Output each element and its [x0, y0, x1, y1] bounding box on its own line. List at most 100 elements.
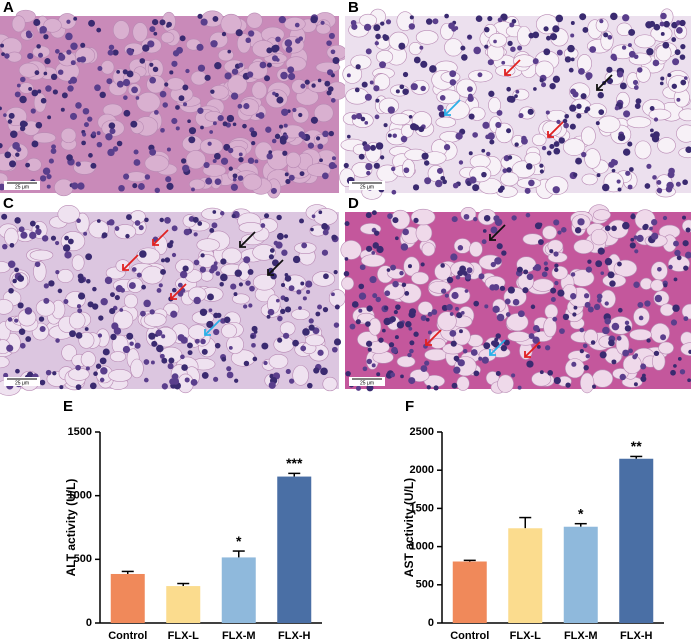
nucleus [573, 305, 578, 310]
nucleus [317, 304, 323, 310]
nucleus [208, 308, 213, 313]
nucleus [596, 173, 601, 178]
cell [573, 239, 594, 255]
nucleus [214, 61, 222, 70]
cell [545, 176, 569, 196]
nucleus [640, 376, 647, 383]
cell [444, 38, 463, 57]
nucleus [570, 21, 575, 25]
cell [136, 92, 161, 113]
nucleus [510, 46, 516, 52]
nucleus [552, 316, 558, 322]
nucleus [432, 18, 439, 25]
bar [452, 561, 487, 623]
nucleus [87, 301, 94, 308]
nucleus [285, 46, 293, 53]
nucleus [192, 216, 199, 223]
nucleus [187, 119, 191, 124]
cell [652, 352, 666, 371]
cell [543, 317, 557, 338]
nucleus [187, 342, 193, 349]
nucleus [374, 230, 380, 236]
arrow-head [170, 293, 177, 300]
nucleus [383, 123, 388, 128]
cell [513, 54, 536, 68]
nucleus [402, 71, 409, 78]
cell [434, 262, 452, 281]
nucleus [164, 82, 169, 87]
arrow-head [524, 351, 531, 358]
nucleus [611, 359, 617, 365]
nucleus [392, 217, 399, 224]
cell [123, 293, 138, 309]
cell [428, 280, 452, 294]
arrow-head [547, 131, 554, 138]
nucleus [64, 251, 72, 259]
nucleus [380, 155, 385, 160]
nucleus [280, 282, 286, 288]
nucleus [673, 240, 679, 247]
nucleus [383, 305, 389, 311]
nucleus [27, 53, 34, 60]
nucleus [9, 160, 17, 168]
cell [78, 331, 95, 349]
nucleus [592, 384, 596, 389]
cell [551, 265, 569, 280]
nucleus [554, 263, 559, 268]
nucleus [29, 231, 37, 240]
nucleus [75, 102, 82, 109]
nucleus [472, 184, 480, 192]
cell [188, 324, 208, 340]
nucleus [15, 368, 20, 374]
cell [322, 376, 338, 392]
cell [488, 97, 501, 114]
nucleus [238, 282, 243, 287]
nucleus [562, 118, 568, 124]
cell [294, 242, 317, 254]
cell [273, 336, 295, 353]
nucleus [384, 290, 391, 297]
cell [226, 335, 244, 354]
nucleus [449, 329, 457, 337]
nucleus [683, 316, 689, 322]
nucleus [619, 373, 626, 381]
arrow [504, 59, 521, 76]
nucleus [509, 22, 515, 28]
cell [634, 34, 656, 49]
nucleus [220, 258, 227, 265]
nucleus [518, 113, 524, 119]
nucleus [400, 374, 404, 379]
nucleus [524, 187, 531, 194]
nucleus [196, 43, 204, 51]
nucleus [672, 304, 680, 312]
nucleus [500, 344, 508, 352]
scale-label: 25 μm [360, 380, 374, 386]
cell [634, 140, 652, 160]
cell [626, 116, 652, 129]
nucleus [467, 34, 472, 39]
nucleus [268, 254, 274, 260]
nucleus [633, 85, 639, 90]
y-tick-label: 1000 [68, 490, 92, 502]
nucleus [552, 186, 560, 194]
nucleus [197, 13, 203, 19]
nucleus [242, 304, 248, 309]
nucleus [172, 377, 180, 385]
nucleus [630, 213, 636, 220]
nucleus [544, 266, 549, 272]
nucleus [405, 321, 412, 328]
nucleus [183, 102, 188, 107]
nucleus [545, 110, 550, 115]
nucleus [245, 280, 251, 286]
nucleus [50, 148, 57, 155]
cell [114, 224, 137, 240]
nucleus [197, 107, 204, 114]
nucleus [77, 182, 85, 190]
nucleus [331, 156, 337, 161]
nucleus [326, 69, 334, 76]
nucleus [2, 243, 8, 250]
nucleus [390, 372, 396, 378]
cell [69, 311, 86, 330]
nucleus [517, 310, 525, 318]
nucleus [481, 239, 487, 245]
